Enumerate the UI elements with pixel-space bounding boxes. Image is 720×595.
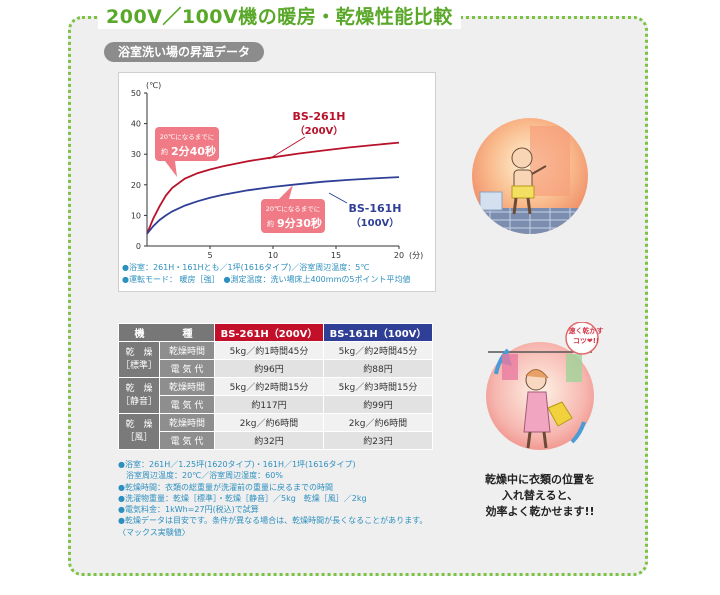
cell-bs261h: 5kg／約1時間45分 [214,341,324,360]
callout-prefix: 約 [161,147,168,156]
y-tick-label: 0 [136,242,141,251]
table-row: 乾 燥 ［静音］ 乾燥時間 5kg／約2時間15分 5kg／約3時間15分 [118,377,433,414]
callout-text: 20℃になるまでに [266,205,321,213]
note-line: ●浴室：261H／1.25坪(1620タイプ)・161H／1坪(1616タイプ) [118,460,356,469]
category-quiet: 乾 燥 ［静音］ [118,377,160,414]
drying-tip-caption: 乾燥中に衣類の位置を 入れ替えると、 効率よく乾かせます!! [470,472,610,520]
series-label: BS-261H [292,110,345,123]
callout-value: 2分40秒 [171,144,216,158]
cell-bs261h: 5kg／約2時間15分 [214,377,324,396]
cell-bs161h: 5kg／約2時間45分 [323,341,433,360]
bathroom-heating-illustration [472,118,588,234]
table-row: 電 気 代 約96円 約88円 [119,359,433,378]
series-line-bs-161h [146,176,400,235]
category-label: 乾 燥 [125,383,153,394]
cell-bs161h: 5kg／約3時間15分 [323,377,433,396]
chart-note-line: ●運転モード： 暖房［強］ ●測定温度：洗い場床上400mmの5ポイント平均値 [122,275,411,284]
header-bs161h: BS-161H（100V） [323,323,433,342]
x-tick-label: 5 [207,251,212,260]
x-tick-label: 10 [268,251,278,260]
y-axis-unit: (℃) [146,81,161,90]
category-label: 乾 燥 [125,419,153,430]
category-mode: ［標準］ [120,360,157,371]
table-row: 電 気 代 約32円 約23円 [119,431,433,450]
note-line: ●洗濯物重量：乾燥［標準］・乾燥［静音］／5kg 乾燥［風］／2kg [118,493,367,503]
drying-spec-table: 機 種 BS-261H（200V） BS-161H（100V） 乾 燥 ［標準］… [118,323,433,450]
chart-notes: ●浴室：261H・161Hとも／1坪(1616タイプ)／浴室周辺温度：5℃ ●運… [122,262,410,286]
series-label-leader [268,136,306,160]
tip-bubble-line: コツ❤!! [572,337,600,345]
chart-note-line: ●浴室：261H・161Hとも／1坪(1616タイプ)／浴室周辺温度：5℃ [122,263,370,272]
caption-line: 乾燥中に衣類の位置を [485,473,595,486]
y-tick-label: 40 [131,120,141,129]
header-bs261h: BS-261H（200V） [214,323,324,342]
table-header-row: 機 種 BS-261H（200V） BS-161H（100V） [118,323,433,342]
callout-box [155,127,219,161]
cell-bs261h: 約117円 [214,395,324,414]
callout-box [261,199,325,233]
callout-text: 20℃になるまでに [160,133,215,141]
row-label: 電 気 代 [159,359,215,378]
note-line: ●乾燥データは目安です。条件が異なる場合は、乾燥時間が長くなることがあります。 [118,516,428,526]
caption-line: 入れ替えると、 [501,489,579,502]
note-line: 浴室周辺温度：20℃／浴室周辺湿度：60% [118,471,283,481]
callout-value: 9分30秒 [277,216,322,230]
series-label-voltage: （100V） [351,216,400,229]
series-label-voltage: （200V） [295,124,344,137]
tip-bubble-line: 速く乾かす [568,327,604,335]
series-label: BS-161H [348,202,401,215]
row-label: 電 気 代 [159,431,215,450]
caption-line: 効率よく乾かせます!! [485,505,595,518]
note-line: 〈マックス実験値〉 [118,527,190,537]
cell-bs161h: 約23円 [323,431,433,450]
cell-bs161h: 2kg／約6時間 [323,413,433,432]
x-tick-label: 15 [331,251,341,260]
cell-bs161h: 約99円 [323,395,433,414]
category-standard: 乾 燥 ［標準］ [118,341,160,378]
series-line-bs-261h [146,141,400,235]
y-tick-label: 30 [131,150,141,159]
table-row: 乾 燥 ［標準］ 乾燥時間 5kg／約1時間45分 5kg／約2時間45分 [118,341,433,378]
category-wind: 乾 燥 ［風］ [118,413,160,450]
test-conditions: ●浴室：261H／1.25坪(1620タイプ)・161H／1坪(1616タイプ)… [118,459,427,538]
x-tick-label: 20 [394,251,404,260]
category-mode: ［風］ [125,432,153,443]
callout-pointer [279,185,293,199]
category-mode: ［静音］ [120,396,157,407]
note-line: ●電気料金：1kWh=27円(税込)で試算 [118,505,259,515]
chart-canvas: 0 10 20 30 40 50 5 10 15 20 (℃) (分) BS-261H（200V） BS-… [131,81,423,260]
row-label: 電 気 代 [159,395,215,414]
section-label: 浴室洗い場の昇温データ [104,42,265,62]
category-label: 乾 燥 [125,347,153,358]
table-row: 乾 燥 ［風］ 乾燥時間 2kg／約6時間 2kg／約6時間 [118,413,433,450]
page-title: 200V／100V機の暖房・乾燥性能比較 [98,2,461,29]
row-label: 乾燥時間 [159,377,215,396]
cell-bs261h: 約96円 [214,359,324,378]
x-axis-unit: (分) [409,251,423,260]
cell-bs161h: 約88円 [323,359,433,378]
row-label: 乾燥時間 [159,341,215,360]
y-tick-label: 20 [131,181,141,190]
series-label-leader [328,192,348,204]
row-label: 乾燥時間 [159,413,215,432]
header-model: 機 種 [118,323,215,342]
cell-bs261h: 2kg／約6時間 [214,413,324,432]
y-tick-label: 10 [131,211,141,220]
note-line: ●乾燥時間：衣類の総重量が洗濯前の重量に戻るまでの時間 [118,482,333,492]
callout-pointer [165,161,177,177]
callout-prefix: 約 [267,219,274,228]
y-tick-label: 50 [131,89,141,98]
temperature-chart: 0 10 20 30 40 50 5 10 15 20 (℃) (分) BS-261H （200V） BS-… [118,72,436,292]
table-row: 電 気 代 約117円 約99円 [119,395,433,414]
laundry-drying-illustration [486,322,599,450]
tip-bubble: 速く乾かす コツ❤!! [566,326,606,346]
cell-bs261h: 約32円 [214,431,324,450]
